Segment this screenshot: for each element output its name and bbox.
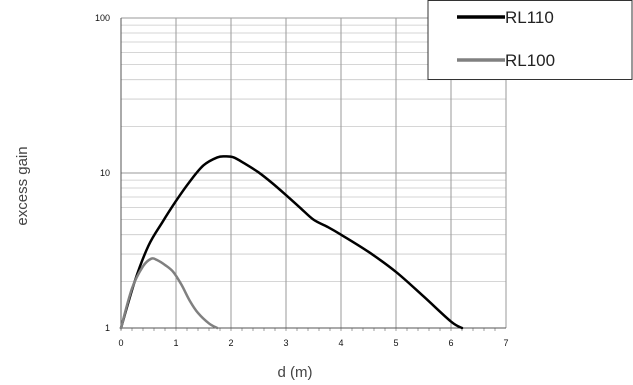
series-lines xyxy=(119,155,464,330)
y-axis-title: excess gain xyxy=(14,146,31,225)
legend-label-rl100: RL100 xyxy=(505,51,555,70)
legend-label-rl110: RL110 xyxy=(505,8,554,27)
y-tick-label: 1 xyxy=(105,323,110,333)
x-tick-label: 2 xyxy=(228,338,233,348)
series-line-rl110 xyxy=(119,155,464,330)
x-tick-label: 1 xyxy=(173,338,178,348)
y-tick-label: 10 xyxy=(100,168,110,178)
x-axis-title: d (m) xyxy=(278,364,313,381)
y-tick-label: 100 xyxy=(95,13,110,23)
x-tick-label: 4 xyxy=(338,338,343,348)
x-tick-label: 7 xyxy=(503,338,508,348)
series-line-rl100 xyxy=(119,257,219,330)
x-tick-label: 3 xyxy=(283,338,288,348)
axes xyxy=(120,18,506,331)
legend-box xyxy=(427,0,633,80)
x-tick-label: 0 xyxy=(118,338,123,348)
x-tick-label: 5 xyxy=(393,338,398,348)
legend: RL110 RL100 xyxy=(427,0,633,80)
x-tick-label: 6 xyxy=(448,338,453,348)
